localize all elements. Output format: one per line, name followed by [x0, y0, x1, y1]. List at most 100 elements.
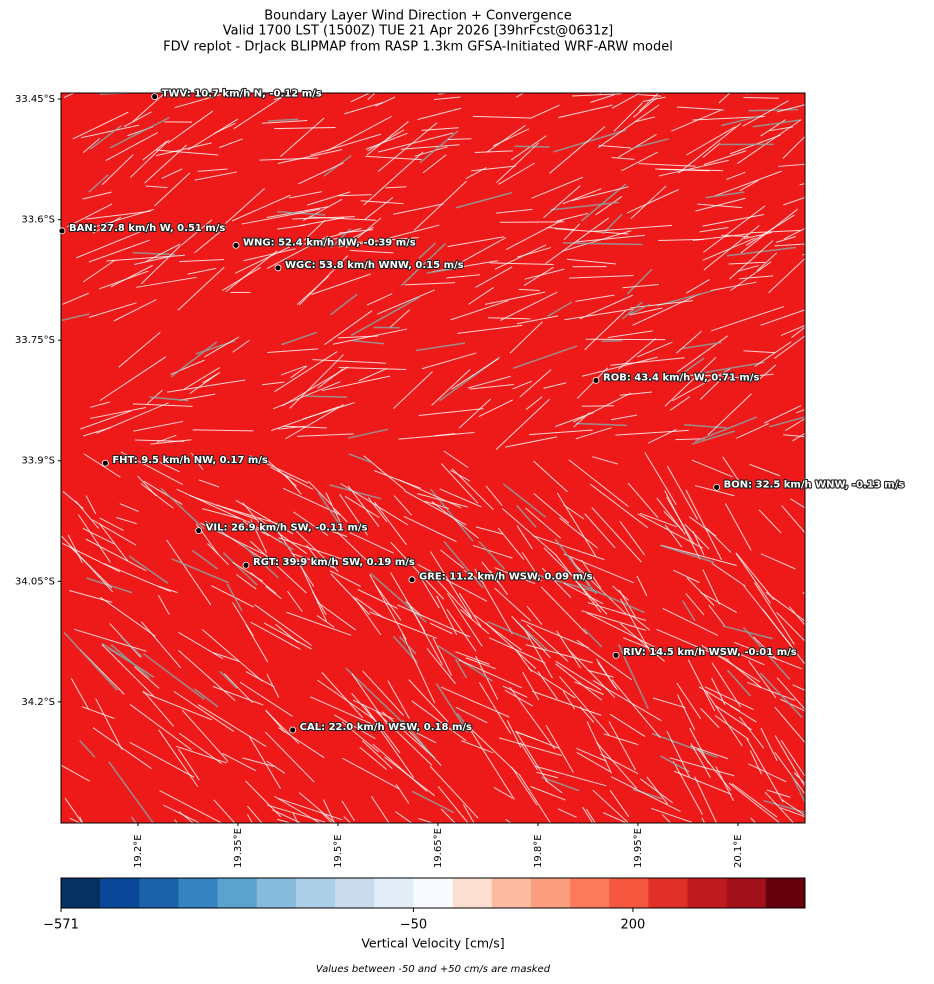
streamline [250, 621, 301, 650]
streamline [630, 300, 694, 309]
streamline [520, 619, 589, 649]
streamline [496, 142, 539, 184]
streamline [721, 115, 761, 127]
streamline [135, 439, 185, 442]
streamline [531, 690, 602, 716]
streamline [132, 251, 175, 256]
streamline [241, 208, 320, 225]
streamline [310, 696, 379, 728]
streamline [576, 234, 645, 243]
streamline [310, 133, 382, 156]
station-dot [58, 227, 66, 235]
streamline [66, 203, 113, 228]
streamline [579, 294, 633, 320]
streamline [446, 592, 483, 647]
colorbar-bin [178, 878, 218, 908]
streamline [191, 549, 219, 570]
streamline [681, 341, 722, 350]
streamline [760, 727, 778, 761]
streamline [411, 790, 455, 814]
streamline [348, 453, 372, 464]
streamline [780, 324, 805, 336]
colorbar-bin [256, 878, 297, 908]
streamline [571, 186, 629, 202]
streamline [234, 246, 290, 274]
streamline [81, 706, 115, 719]
streamline [429, 765, 479, 819]
streamline [110, 644, 151, 679]
colorbar-bin [452, 878, 493, 908]
streamline [563, 553, 635, 584]
colorbar-tick-label: 200 [621, 918, 646, 933]
streamline [523, 266, 554, 287]
streamline [631, 615, 650, 631]
streamline [750, 817, 757, 823]
streamline [676, 330, 702, 354]
streamline [317, 368, 344, 389]
streamline [363, 151, 424, 206]
streamline [289, 191, 322, 199]
streamline [266, 235, 329, 269]
streamline [666, 496, 695, 544]
streamline [247, 805, 263, 823]
streamline [389, 309, 411, 328]
streamline [277, 149, 343, 164]
streamline [353, 596, 382, 636]
streamline [386, 224, 440, 240]
streamline [457, 324, 523, 334]
streamline [321, 375, 391, 392]
streamline [506, 720, 522, 748]
streamline [697, 748, 732, 791]
streamline [265, 709, 286, 733]
streamline [245, 780, 282, 818]
streamline [796, 408, 805, 414]
streamline [728, 782, 781, 823]
streamline [365, 155, 422, 161]
streamline [524, 630, 553, 679]
streamline [699, 226, 729, 233]
station-label: WNG: 52.4 km/h NW, -0.39 m/s [243, 237, 416, 248]
streamline [143, 480, 183, 505]
streamline [397, 604, 471, 638]
streamline [638, 163, 696, 167]
streamline [545, 779, 563, 794]
streamline [325, 492, 344, 528]
streamline [799, 183, 805, 186]
streamline [355, 597, 384, 619]
streamline [608, 721, 636, 771]
streamline [82, 259, 116, 283]
streamline [212, 652, 240, 662]
streamline [266, 804, 326, 823]
streamline [198, 479, 220, 488]
streamline [74, 628, 147, 652]
streamline [101, 644, 155, 697]
streamline [530, 786, 566, 801]
streamline [572, 562, 628, 616]
streamline [61, 313, 90, 322]
colorbar-bin [413, 878, 453, 908]
streamline [488, 637, 546, 664]
streamline [451, 358, 499, 390]
streamline [303, 219, 326, 241]
streamline [179, 259, 224, 263]
streamline [742, 626, 791, 681]
map-frame [60, 92, 806, 824]
streamline [744, 232, 772, 240]
streamline [181, 709, 229, 762]
streamline [576, 747, 607, 762]
streamline [366, 121, 409, 156]
streamline [690, 743, 711, 778]
streamline [519, 742, 538, 770]
streamline [443, 450, 469, 468]
streamline [522, 672, 540, 701]
streamline [287, 590, 303, 612]
streamline [293, 511, 329, 536]
streamline [781, 799, 805, 817]
streamline [280, 365, 307, 376]
streamline [685, 279, 710, 294]
streamline [705, 191, 745, 199]
streamline [533, 460, 568, 493]
streamline [326, 115, 392, 152]
station-label: FHT: 9.5 km/h NW, 0.17 m/s [112, 455, 268, 466]
streamline [630, 185, 667, 220]
